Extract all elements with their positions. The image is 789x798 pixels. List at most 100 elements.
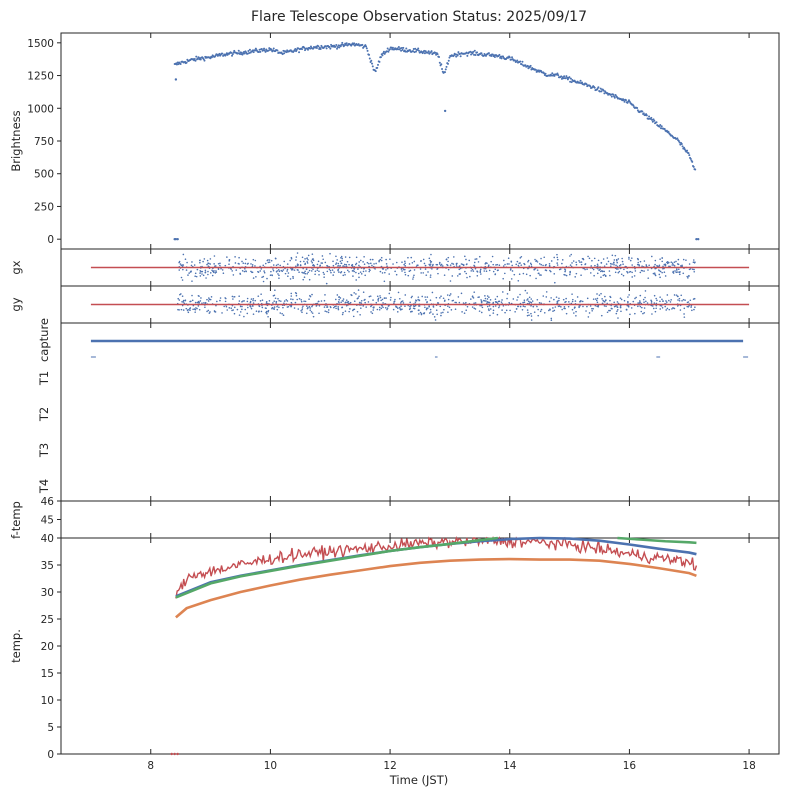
gy-data-point [359, 301, 361, 304]
brightness-data-point [257, 51, 260, 54]
gx-data-point [307, 258, 309, 261]
gy-data-point [683, 307, 686, 310]
gx-data-point [662, 265, 664, 268]
gy-data-point [472, 297, 475, 299]
gx-data-point [314, 273, 316, 276]
gy-data-point [310, 311, 313, 313]
brightness-data-point [642, 112, 645, 115]
gx-data-point [688, 274, 690, 277]
gy-data-point [388, 292, 391, 295]
gy-data-point [494, 298, 497, 301]
gx-data-point [178, 269, 181, 271]
gx-data-point [447, 268, 450, 271]
gy-data-point [417, 309, 420, 312]
gy-data-point [411, 295, 413, 298]
gy-data-point [555, 296, 558, 298]
gx-data-point [530, 263, 533, 266]
gx-data-point [239, 273, 242, 275]
brightness-data-point [686, 149, 689, 152]
gx-data-point [602, 258, 605, 260]
gx-data-point [474, 267, 477, 270]
gy-data-point [550, 319, 553, 322]
gx-data-point [666, 262, 669, 265]
gx-data-point [371, 264, 373, 267]
brightness-data-point [199, 58, 202, 61]
gx-data-point [675, 260, 677, 263]
gy-data-point [358, 295, 360, 298]
gy-data-point [187, 311, 190, 314]
gx-data-point [292, 275, 294, 278]
brightness-data-point [568, 76, 571, 79]
brightness-data-point [511, 56, 514, 59]
gx-data-point [674, 270, 676, 272]
gy-data-point [550, 297, 552, 299]
gx-data-point [185, 269, 188, 271]
gx-data-point [517, 264, 520, 267]
gy-data-point [233, 295, 236, 298]
gy-data-point [664, 305, 667, 308]
gx-data-point [458, 268, 461, 271]
gy-data-point [339, 297, 342, 299]
gy-data-point [340, 301, 342, 304]
gy-data-point [300, 309, 302, 312]
gx-data-point [179, 263, 182, 265]
gy-data-point [342, 311, 344, 314]
gx-data-point [266, 277, 268, 280]
gx-data-point [633, 275, 636, 277]
gy-data-point [285, 299, 288, 301]
gx-data-point [600, 276, 602, 278]
gx-data-point [653, 272, 656, 275]
brightness-data-point [623, 100, 626, 103]
brightness-data-point [193, 57, 196, 60]
gy-data-point [672, 307, 674, 309]
gx-data-point [244, 268, 246, 270]
gy-data-point [290, 298, 292, 300]
brightness-y-tick-label: 500 [34, 169, 54, 181]
gy-data-point [523, 301, 526, 303]
gy-data-point [401, 308, 403, 311]
status-row-label: capture [37, 318, 51, 362]
gx-data-point [447, 256, 450, 259]
gy-data-point [194, 308, 197, 311]
gx-data-point [199, 261, 201, 264]
brightness-data-point [593, 86, 596, 89]
gy-data-point [290, 292, 293, 295]
gy-data-point [517, 305, 520, 308]
gy-data-point [338, 302, 340, 304]
gy-data-point [655, 297, 657, 300]
gx-data-point [459, 273, 461, 275]
gx-data-point [264, 262, 267, 265]
brightness-data-point [177, 63, 180, 66]
gx-data-point [536, 269, 539, 271]
x-tick-label: 14 [503, 760, 517, 772]
gy-data-point [252, 298, 255, 300]
gy-data-point [239, 311, 242, 313]
gx-data-point [491, 255, 494, 258]
gx-data-point [607, 260, 610, 263]
gy-data-point [198, 308, 201, 311]
gx-data-point [494, 273, 496, 276]
gx-data-point [553, 256, 556, 259]
gy-data-point [393, 302, 395, 305]
gx-data-point [319, 265, 321, 267]
gy-data-point [272, 294, 275, 297]
gx-data-point [492, 263, 495, 266]
gx-data-point [301, 256, 304, 259]
gx-data-point [321, 262, 324, 264]
gx-data-point [484, 263, 487, 265]
brightness-data-point [365, 45, 368, 48]
gy-data-point [665, 301, 668, 303]
gx-data-point [662, 267, 664, 270]
gx-data-point [232, 274, 235, 276]
gx-data-point [534, 267, 537, 270]
brightness-data-point [248, 48, 251, 51]
brightness-data-point [312, 47, 315, 50]
gy-data-point [563, 305, 566, 308]
gx-data-point [303, 276, 306, 278]
gy-data-point [209, 311, 211, 313]
brightness-data-point [276, 49, 279, 52]
gx-data-point [593, 257, 596, 260]
gx-data-point [410, 256, 413, 259]
temp-y-tick-label: 0 [47, 749, 54, 761]
